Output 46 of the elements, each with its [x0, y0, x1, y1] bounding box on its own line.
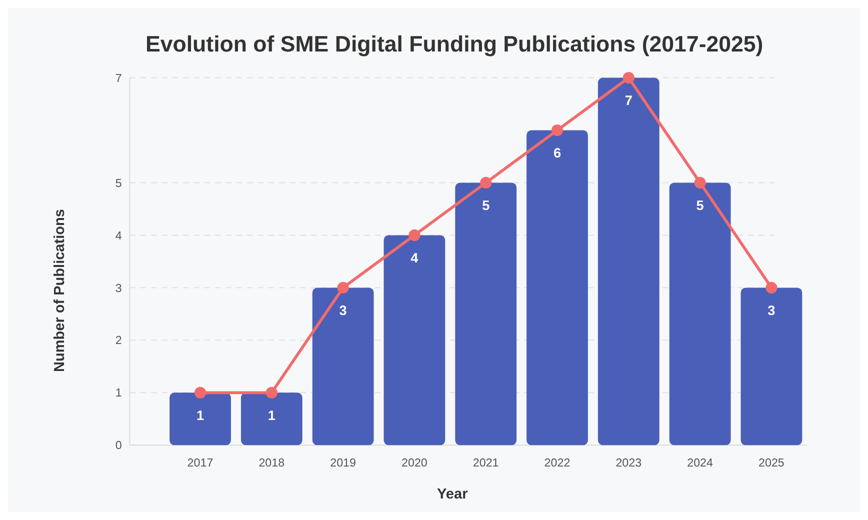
point	[266, 386, 278, 398]
y-axis-title: Number of Publications	[52, 209, 68, 372]
x-tick-label: 2022	[544, 456, 570, 470]
y-tick-label: 0	[115, 439, 122, 452]
data-label: 5	[482, 198, 490, 213]
bar	[455, 182, 517, 446]
x-tick-label: 2025	[758, 456, 784, 470]
x-tick-label: 2020	[402, 456, 428, 470]
point	[480, 176, 492, 189]
y-tick-label: 5	[115, 176, 122, 190]
point	[622, 72, 634, 84]
point	[194, 386, 206, 398]
point	[551, 124, 564, 136]
point	[694, 176, 706, 189]
x-tick-label: 2021	[472, 456, 499, 470]
x-axis-title: Year	[437, 486, 468, 502]
y-tick-label: 1	[115, 386, 122, 400]
data-label: 5	[696, 198, 704, 213]
data-label: 1	[268, 408, 276, 423]
bar	[384, 235, 446, 446]
chart-title: Evolution of SME Digital Funding Publications (2017-2025)	[145, 32, 764, 57]
bar	[170, 392, 231, 446]
y-tick-label: 7	[115, 72, 122, 85]
data-label: 3	[339, 302, 348, 318]
x-tick-label: 2018	[258, 456, 285, 470]
x-tick-label: 2023	[616, 456, 642, 470]
data-label: 4	[410, 250, 419, 266]
bar	[598, 78, 660, 446]
y-tick-label: 4	[115, 229, 122, 242]
bar	[669, 182, 731, 446]
data-label: 6	[553, 145, 562, 160]
data-label: 3	[768, 302, 776, 318]
data-label: 1	[196, 408, 204, 423]
point	[408, 229, 420, 242]
bar	[526, 130, 588, 446]
y-tick-label: 3	[115, 282, 122, 295]
bar	[312, 288, 374, 446]
data-label: 7	[624, 92, 632, 108]
point	[766, 282, 778, 294]
x-tick-label: 2019	[330, 456, 356, 470]
bar	[240, 392, 302, 446]
y-tick-label: 2	[115, 334, 122, 348]
bar	[740, 288, 802, 446]
x-tick-label: 2017	[187, 456, 214, 470]
point	[337, 282, 349, 294]
x-tick-label: 2024	[687, 456, 714, 470]
